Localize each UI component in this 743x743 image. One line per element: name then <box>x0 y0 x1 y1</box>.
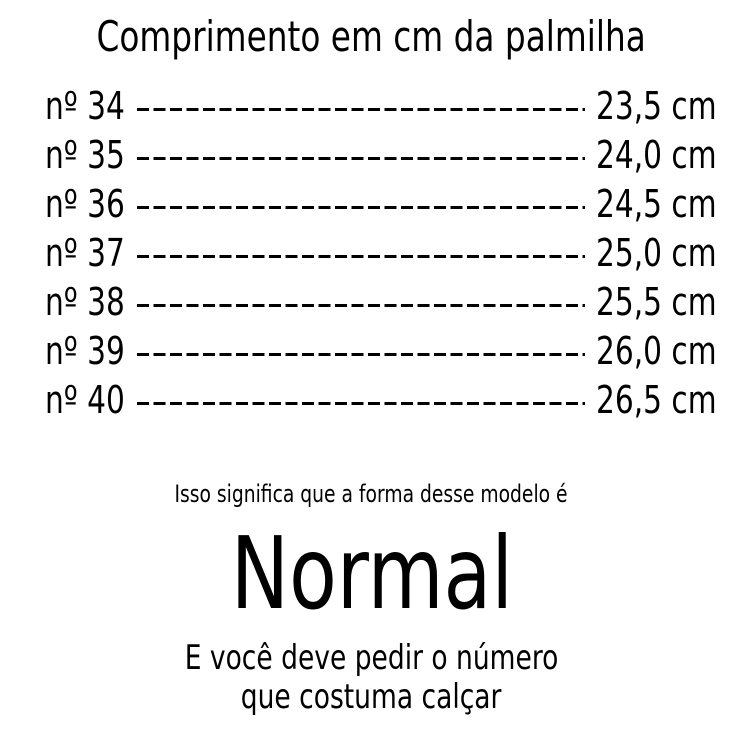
size-label: nº 39 <box>45 329 125 373</box>
size-row: nº 35 24,0 cm <box>45 133 717 177</box>
size-label: nº 37 <box>45 231 125 275</box>
fit-result: Normal <box>230 515 513 632</box>
advice-line-2: que costuma calçar <box>241 677 502 717</box>
length-value: 25,0 cm <box>596 231 717 275</box>
size-row: nº 36 24,5 cm <box>45 182 717 226</box>
note-text: Isso significa que a forma desse modelo … <box>174 480 569 508</box>
size-row: nº 40 26,5 cm <box>45 378 717 422</box>
size-label: nº 40 <box>45 378 125 422</box>
length-value: 25,5 cm <box>596 280 717 324</box>
dash-leader <box>137 206 585 209</box>
dash-leader <box>137 304 585 307</box>
size-row: nº 34 23,5 cm <box>45 84 717 128</box>
page-title: Comprimento em cm da palmilha <box>96 12 647 61</box>
length-value: 24,5 cm <box>596 182 717 226</box>
dash-leader <box>137 108 585 111</box>
length-value: 24,0 cm <box>596 133 717 177</box>
size-label: nº 36 <box>45 182 125 226</box>
length-value: 26,5 cm <box>596 378 717 422</box>
size-label: nº 34 <box>45 84 125 128</box>
dash-leader <box>137 255 585 258</box>
dash-leader <box>137 353 585 356</box>
advice-line-1: E você deve pedir o número <box>184 638 559 678</box>
dash-leader <box>137 157 585 160</box>
size-row: nº 39 26,0 cm <box>45 329 717 373</box>
length-value: 26,0 cm <box>596 329 717 373</box>
length-value: 23,5 cm <box>596 84 717 128</box>
size-row: nº 38 25,5 cm <box>45 280 717 324</box>
size-label: nº 38 <box>45 280 125 324</box>
size-row: nº 37 25,0 cm <box>45 231 717 275</box>
size-label: nº 35 <box>45 133 125 177</box>
dash-leader <box>137 402 585 405</box>
